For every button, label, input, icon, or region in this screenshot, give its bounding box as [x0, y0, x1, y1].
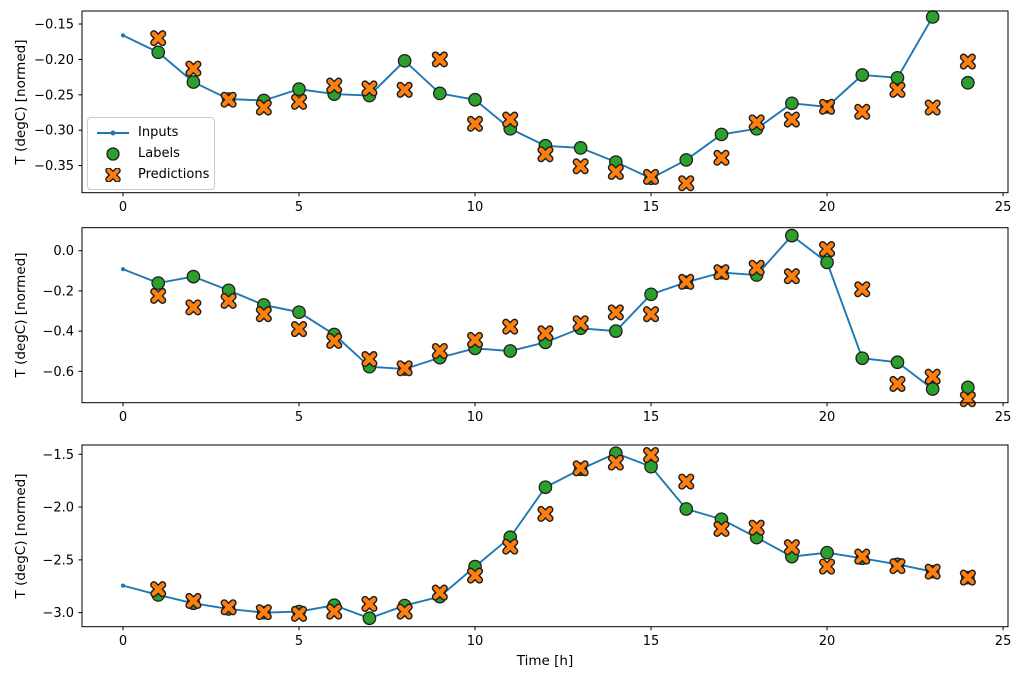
inputs-line-icon: [97, 130, 129, 135]
legend-label-labels: Labels: [138, 145, 180, 161]
svg-text:10: 10: [467, 410, 484, 425]
svg-text:25: 25: [995, 200, 1012, 215]
svg-text:0: 0: [119, 634, 127, 649]
svg-text:5: 5: [295, 634, 303, 649]
svg-text:20: 20: [819, 634, 836, 649]
svg-text:5: 5: [295, 200, 303, 215]
svg-text:5: 5: [295, 410, 303, 425]
svg-text:10: 10: [467, 200, 484, 215]
svg-text:0: 0: [119, 410, 127, 425]
legend-label-predictions: Predictions: [138, 166, 210, 182]
svg-text:0: 0: [119, 200, 127, 215]
svg-text:15: 15: [643, 634, 660, 649]
x-axis-label: Time [h]: [516, 653, 574, 669]
svg-text:−0.4: −0.4: [42, 325, 74, 340]
svg-text:20: 20: [819, 200, 836, 215]
legend: Inputs Labels Predictions: [87, 117, 215, 190]
svg-text:−0.35: −0.35: [34, 159, 74, 174]
svg-text:−1.5: −1.5: [42, 448, 74, 463]
y-axis-label-subplot-1: T (degC) [normed]: [13, 39, 29, 165]
legend-item-inputs: Inputs: [95, 122, 206, 143]
svg-text:15: 15: [643, 200, 660, 215]
legend-label-inputs: Inputs: [138, 124, 179, 140]
svg-text:−0.2: −0.2: [42, 284, 74, 299]
labels-circle-icon: [106, 146, 120, 161]
svg-text:−0.20: −0.20: [34, 53, 74, 68]
svg-text:−0.15: −0.15: [34, 18, 74, 33]
svg-text:10: 10: [467, 634, 484, 649]
svg-text:−0.30: −0.30: [34, 124, 74, 139]
svg-text:20: 20: [819, 410, 836, 425]
subplot-2: 0 5 10 15 20 25 0.0 −0.2 −0.4 −0.6: [42, 227, 1012, 425]
svg-text:0.0: 0.0: [53, 244, 74, 259]
legend-item-labels: Labels: [95, 143, 206, 164]
svg-text:25: 25: [995, 634, 1012, 649]
svg-text:−2.0: −2.0: [42, 501, 74, 516]
predictions-x-icon: [105, 167, 121, 182]
legend-item-predictions: Predictions: [95, 164, 210, 185]
subplot-1: 0 5 10 15 20 25 −0.15 −0.20 −0.25 −0.30 −0.35: [34, 10, 1012, 215]
y-axis-label-subplot-2: T (degC) [normed]: [13, 252, 29, 378]
svg-text:25: 25: [995, 410, 1012, 425]
svg-text:−3.0: −3.0: [42, 606, 74, 621]
svg-text:−0.6: −0.6: [42, 365, 74, 380]
svg-text:−2.5: −2.5: [42, 553, 74, 568]
svg-text:−0.25: −0.25: [34, 88, 74, 103]
y-axis-label-subplot-3: T (degC) [normed]: [13, 473, 29, 599]
svg-text:15: 15: [643, 410, 660, 425]
subplot-3: 0 5 10 15 20 25 −1.5 −2.0 −2.5 −3.0: [42, 444, 1012, 649]
